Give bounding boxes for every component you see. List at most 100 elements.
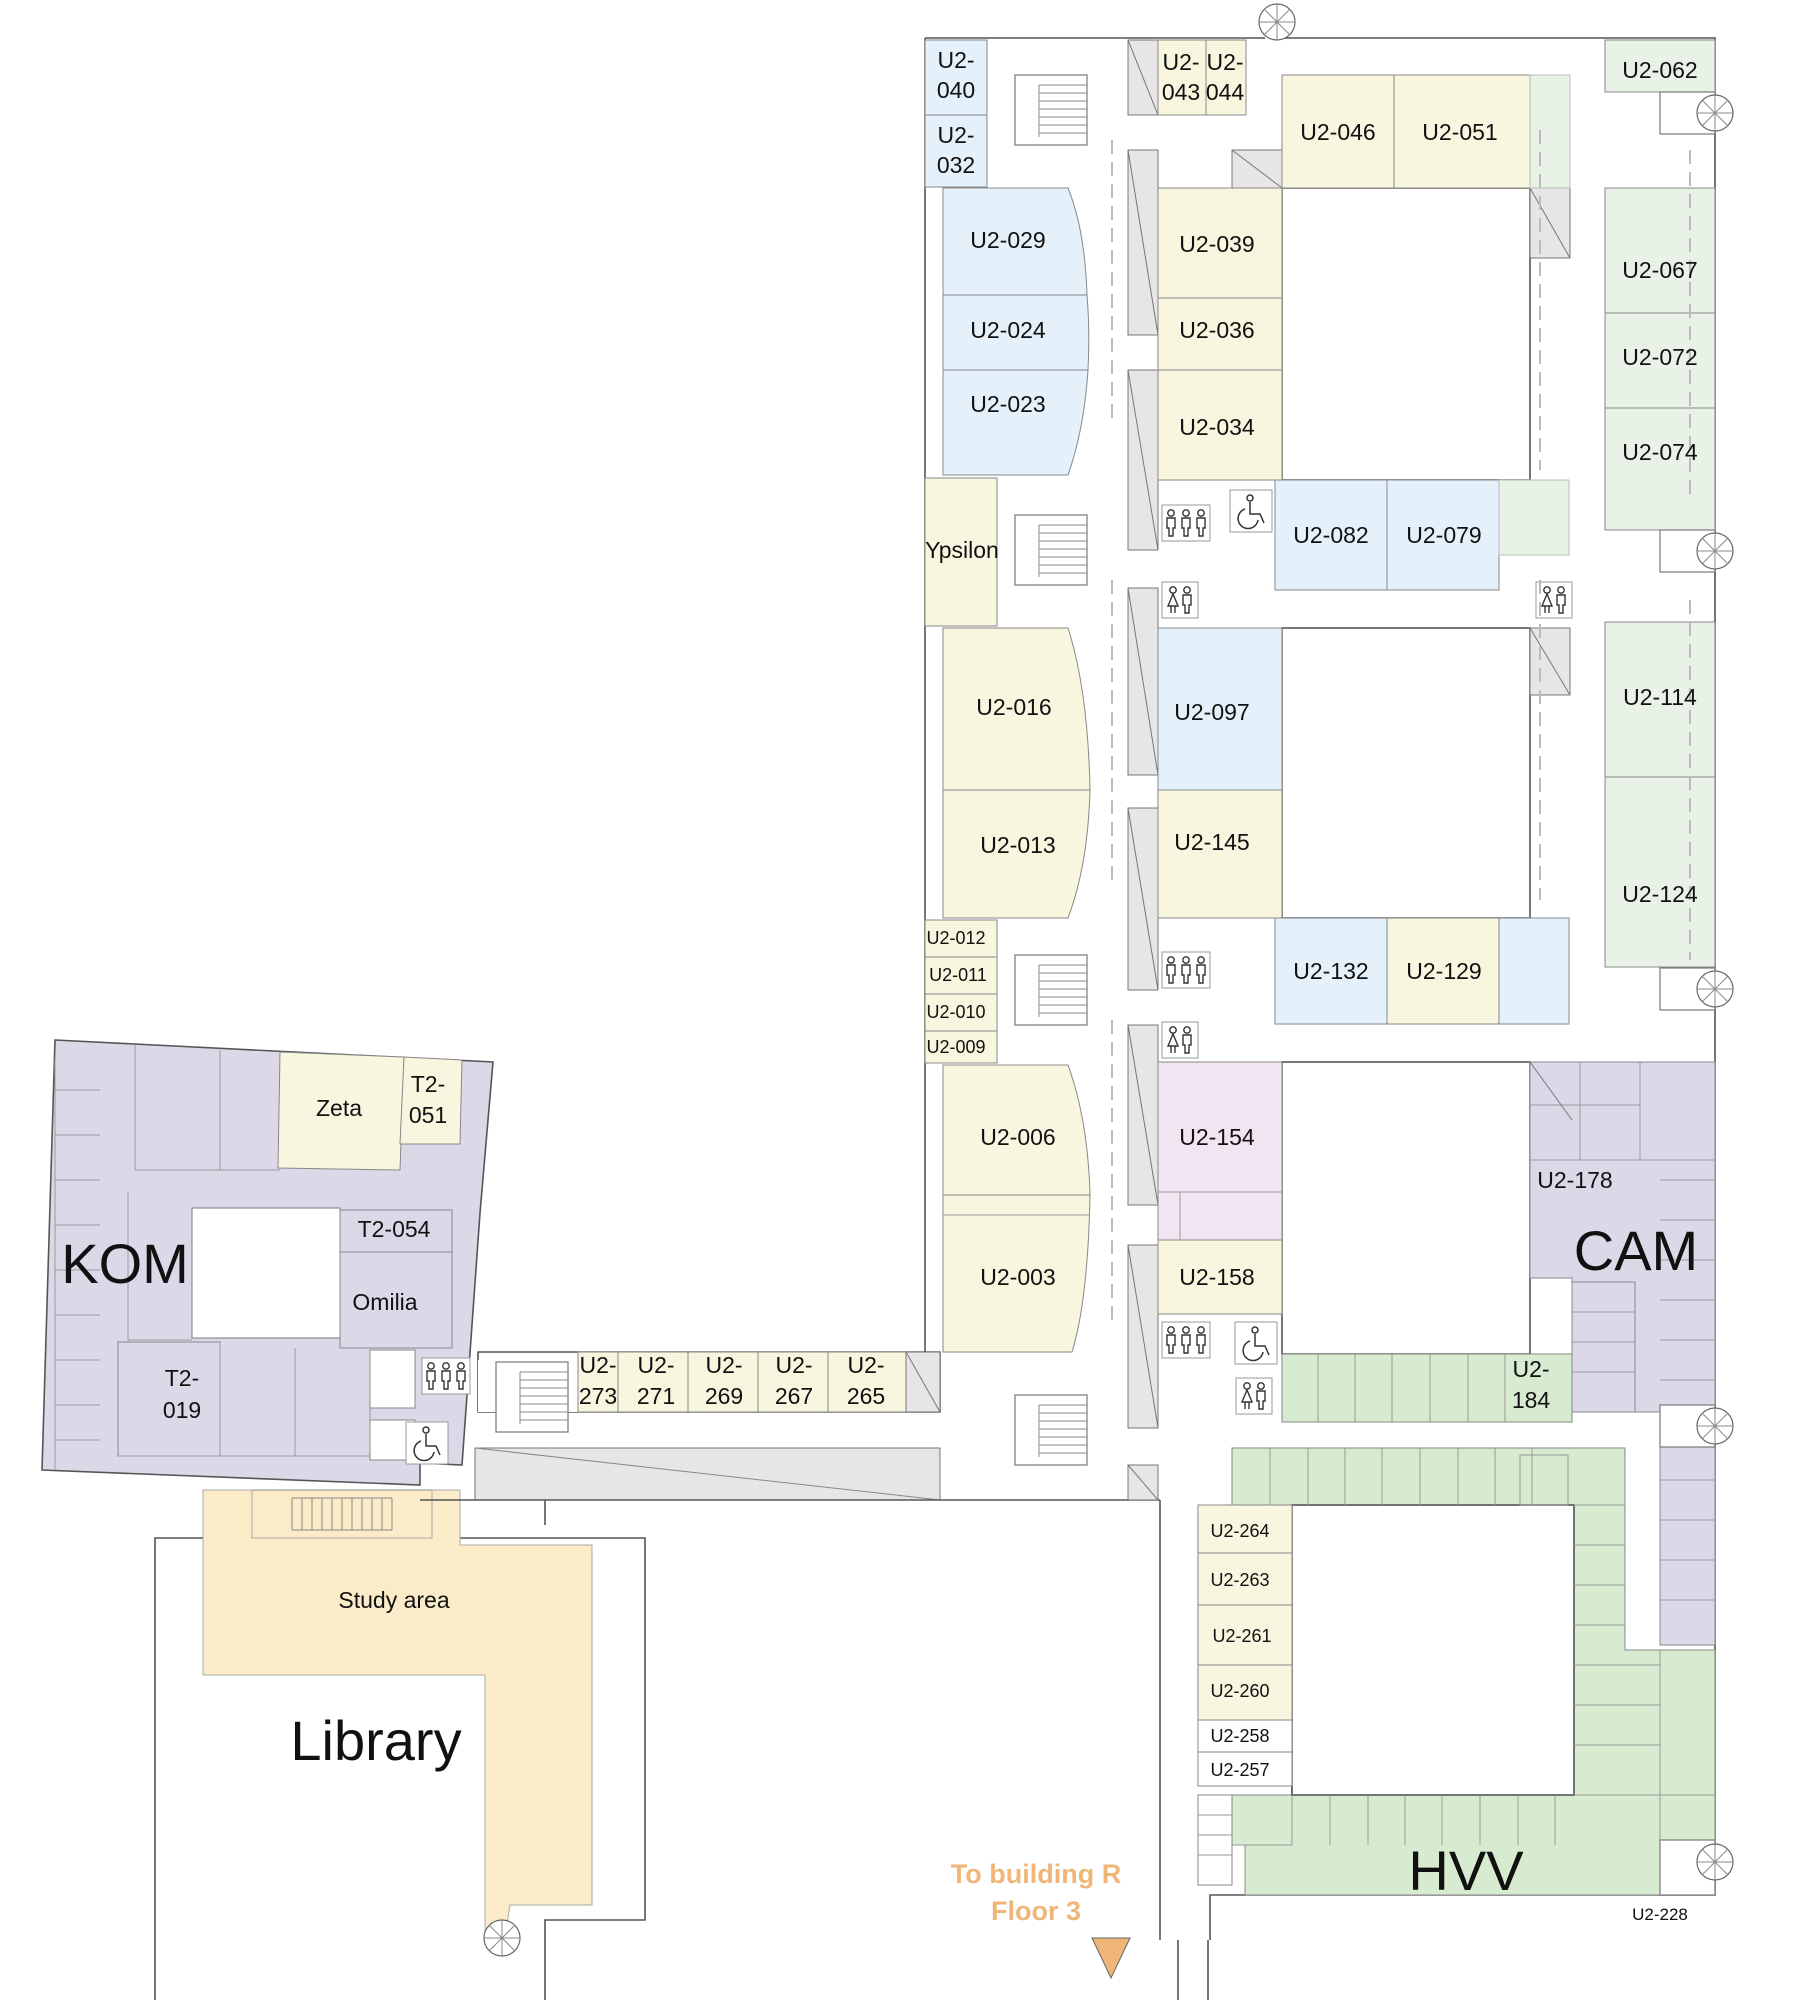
room-label-u2-072: U2-072 — [1622, 344, 1697, 370]
room-label-u2-082: U2-082 — [1293, 522, 1368, 548]
restroom-icon — [1161, 581, 1199, 619]
u2-011-room — [924, 956, 998, 995]
room-label-u2-158: U2-158 — [1179, 1264, 1254, 1290]
room-label-u2-124: U2-124 — [1622, 881, 1698, 907]
room-label-u2-023: U2-023 — [970, 391, 1045, 417]
room-label-u2-011: U2-011 — [929, 965, 987, 985]
room-label-u2-067: U2-067 — [1622, 257, 1697, 283]
u2-046-room — [1281, 74, 1395, 189]
room-label-u2-154: U2-154 — [1179, 1124, 1255, 1150]
restroom-icon — [421, 1357, 471, 1395]
staircase-icon — [1014, 74, 1088, 146]
spiral-stair-icon — [1258, 3, 1296, 41]
omilia-room — [339, 1251, 453, 1349]
restroom-icon — [1161, 504, 1211, 542]
direction-line-2: Floor 3 — [991, 1896, 1081, 1926]
u2-034-room — [1157, 369, 1283, 481]
staircase-icon — [495, 1361, 569, 1433]
u2-129-room — [1386, 917, 1500, 1025]
zone-labels: KOM CAM HVV Library — [61, 1219, 1698, 1902]
u2-124-room — [1604, 776, 1716, 968]
room-label-u2-009: U2-009 — [926, 1037, 985, 1057]
restroom-icon — [1235, 1377, 1273, 1415]
room-label-u2-273: U2-273 — [579, 1352, 617, 1409]
u2-158-room — [1157, 1239, 1283, 1315]
t2-051-room — [399, 1056, 463, 1145]
u2-114-room — [1604, 621, 1716, 778]
u2-132-room — [1274, 917, 1388, 1025]
room-label-ypsilon: Ypsilon — [925, 537, 999, 563]
spiral-stair-icon — [1696, 1843, 1734, 1881]
restroom-icon — [1161, 951, 1211, 989]
room-label-u2-074: U2-074 — [1622, 439, 1698, 465]
room-label-u2-257: U2-257 — [1210, 1760, 1269, 1780]
u2-261-room — [1197, 1604, 1293, 1666]
kom-building — [41, 1039, 494, 1539]
room-label-u2-097: U2-097 — [1174, 699, 1249, 725]
room-label-u2-051: U2-051 — [1422, 119, 1497, 145]
room-label-u2-010: U2-010 — [926, 1002, 985, 1022]
u2-003-room — [942, 1194, 1091, 1353]
room-label-u2-003: U2-003 — [980, 1264, 1055, 1290]
library-building — [154, 1489, 646, 2000]
u2-067-room — [1604, 187, 1716, 314]
room-label-u2-267: U2-267 — [775, 1352, 813, 1409]
u2-258-room — [1197, 1719, 1293, 1753]
u2-074-room — [1604, 407, 1716, 531]
room-label-u2-228: U2-228 — [1632, 1905, 1688, 1924]
u2-079-room — [1386, 479, 1500, 591]
wheelchair-icon — [1229, 489, 1273, 533]
u2-013-room — [942, 789, 1091, 919]
u2-051-room — [1393, 74, 1531, 189]
room-label-t2-019: T2-019 — [163, 1365, 201, 1423]
kom-label: KOM — [61, 1232, 189, 1295]
spiral-stair-icon — [1696, 94, 1734, 132]
u2-269-room — [687, 1351, 759, 1413]
spiral-stair-icon — [1696, 970, 1734, 1008]
restroom-icon — [1535, 581, 1573, 619]
u2-145-room — [1157, 789, 1283, 919]
staircase-icon — [1014, 1394, 1088, 1466]
room-label-u2-032: U2-032 — [937, 122, 975, 178]
room-label-u2-062: U2-062 — [1622, 57, 1697, 83]
room-label-u2-024: U2-024 — [970, 317, 1046, 343]
room-label-u2-269: U2-269 — [705, 1352, 743, 1409]
wheelchair-icon — [405, 1421, 449, 1465]
room-label-u2-016: U2-016 — [976, 694, 1051, 720]
u2-040-room — [924, 39, 988, 116]
room-label-u2-079: U2-079 — [1406, 522, 1481, 548]
restroom-icon — [1161, 1021, 1199, 1059]
hvv-label: HVV — [1408, 1839, 1524, 1902]
u2-009-room — [924, 1030, 998, 1064]
u2-184-room — [1281, 1353, 1573, 1423]
room-label-u2-132: U2-132 — [1293, 958, 1368, 984]
room-label-u2-178: U2-178 — [1537, 1167, 1612, 1193]
room-label-u2-258: U2-258 — [1210, 1726, 1269, 1746]
room-label-u2-044: U2-044 — [1206, 49, 1245, 105]
study-area — [202, 1489, 593, 1939]
ypsilon-room — [924, 477, 998, 627]
room-label-u2-013: U2-013 — [980, 832, 1055, 858]
u2-271-room — [617, 1351, 689, 1413]
u2-264-room — [1197, 1504, 1293, 1554]
room-label-u2-261: U2-261 — [1212, 1626, 1271, 1646]
labels: U2-040 U2-032 U2-043 U2-044 U2-062 U2-04… — [163, 47, 1698, 1924]
spiral-stair-icon — [483, 1919, 521, 1957]
u2-273-room — [577, 1351, 619, 1413]
room-label-u2-264: U2-264 — [1210, 1521, 1269, 1541]
u2-043-room — [1157, 39, 1207, 116]
connecting-corridor — [420, 1351, 1160, 1525]
room-label-u2-263: U2-263 — [1210, 1570, 1269, 1590]
u2-267-room — [757, 1351, 829, 1413]
u2-044-room — [1205, 39, 1247, 116]
u2-023-room — [942, 369, 1089, 476]
kom-courtyard — [191, 1207, 341, 1339]
room-label-u2-260: U2-260 — [1210, 1681, 1269, 1701]
u2-012-room — [924, 919, 998, 958]
room-label-u2-040: U2-040 — [937, 47, 975, 103]
staircase-icon — [1014, 514, 1088, 586]
room-label-u2-184: U2-184 — [1512, 1356, 1551, 1413]
room-label-u2-046: U2-046 — [1300, 119, 1375, 145]
u2-010-room — [924, 993, 998, 1032]
